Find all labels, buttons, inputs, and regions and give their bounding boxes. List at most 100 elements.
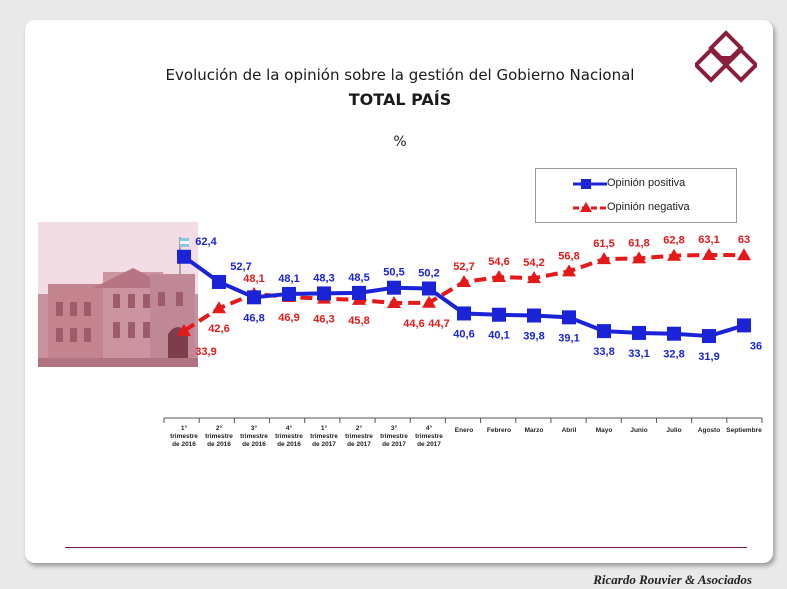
x-tick-label-line: Febrero — [487, 427, 511, 434]
point-negative — [422, 295, 436, 308]
x-tick-label: 2° trimestre de 2017 — [345, 424, 373, 448]
x-tick-label-line: de 2017 — [312, 441, 336, 448]
data-label-negative: 52,7 — [453, 261, 474, 273]
point-negative — [457, 274, 471, 287]
point-positive — [667, 326, 681, 341]
x-tick-label: Julio — [666, 427, 681, 434]
x-tick-label-line: Agosto — [698, 427, 720, 434]
point-negative — [737, 248, 751, 261]
point-positive — [422, 281, 436, 296]
point-positive — [317, 286, 331, 301]
x-tick-label-line: 3° — [391, 424, 398, 432]
point-negative — [387, 296, 401, 309]
legend-negative-marker-icon — [573, 202, 607, 212]
legend-negative-label: Opinión negativa — [607, 201, 690, 213]
x-tick-label: Junio — [630, 427, 647, 434]
credit-text: Ricardo Rouvier & Asociados — [593, 572, 752, 587]
legend-entry-positive: Opinión positiva — [536, 174, 736, 194]
rouvier-logo-icon — [695, 30, 757, 83]
x-tick-label: Septiembre — [726, 427, 762, 434]
data-label-negative: 54,6 — [488, 256, 509, 268]
unit-label: % — [393, 134, 407, 150]
x-tick-label: Mayo — [596, 427, 613, 434]
point-positive — [632, 325, 646, 340]
x-tick-label-line: Abril — [562, 427, 577, 434]
data-label-positive: 52,7 — [230, 261, 251, 273]
x-tick-label-line: de 2016 — [242, 441, 266, 448]
data-label-negative: 62,8 — [663, 235, 684, 247]
x-tick-label: 4° trimestre de 2017 — [415, 424, 443, 448]
point-negative — [562, 264, 576, 277]
x-tick-label-line: 1° — [321, 424, 328, 432]
x-tick-label-line: trimestre — [170, 433, 198, 440]
x-tick-label-line: trimestre — [380, 433, 408, 440]
data-label-positive: 40,6 — [453, 328, 474, 340]
x-tick-label-line: de 2017 — [347, 441, 371, 448]
x-tick-label-line: trimestre — [345, 433, 373, 440]
point-negative — [492, 270, 506, 283]
legend-entry-negative: Opinión negativa — [536, 198, 736, 218]
data-label-negative: 48,1 — [243, 273, 264, 285]
x-tick-label: 1° trimestre de 2016 — [170, 424, 198, 448]
data-label-positive: 50,2 — [418, 267, 439, 279]
x-tick-label: Abril — [562, 427, 577, 434]
point-positive — [492, 307, 506, 322]
data-label-positive: 40,1 — [488, 330, 509, 342]
x-tick-label-line: Mayo — [596, 427, 613, 434]
data-label-negative: 46,9 — [278, 312, 299, 324]
data-label-positive: 33,8 — [593, 346, 614, 358]
x-tick-label: Agosto — [698, 427, 720, 434]
data-label-positive: 39,1 — [558, 332, 579, 344]
data-label-positive: 36 — [750, 340, 762, 352]
point-negative — [667, 248, 681, 261]
data-label-positive: 46,8 — [243, 312, 264, 324]
x-tick-label-line: Enero — [455, 427, 473, 434]
x-tick-label: 2° trimestre de 2016 — [205, 424, 233, 448]
chart-title: Evolución de la opinión sobre la gestión… — [165, 66, 635, 84]
data-label-positive: 48,5 — [348, 272, 369, 284]
x-tick-label-line: 2° — [216, 424, 223, 432]
x-tick-label-line: de 2017 — [382, 441, 406, 448]
x-tick-label-line: de 2016 — [207, 441, 231, 448]
point-positive — [352, 285, 366, 300]
data-label-negative: 44,6 — [403, 318, 424, 330]
data-label-negative: 54,2 — [523, 257, 544, 269]
casa-rosada-photo — [38, 222, 198, 367]
point-negative — [527, 271, 541, 284]
x-tick-label-line: 3° — [251, 424, 258, 432]
point-negative — [632, 251, 646, 264]
x-tick-label-line: de 2016 — [172, 441, 196, 448]
data-label-negative: 63,1 — [698, 234, 719, 246]
x-tick-label: 1° trimestre de 2017 — [310, 424, 338, 448]
data-label-positive: 48,1 — [278, 273, 299, 285]
data-label-negative: 45,8 — [348, 315, 369, 327]
x-tick-label: 3° trimestre de 2017 — [380, 424, 408, 448]
point-positive — [177, 249, 191, 264]
x-tick-label-line: 4° — [426, 424, 433, 432]
x-tick-label: Marzo — [525, 427, 544, 434]
point-positive — [737, 318, 751, 333]
data-label-negative: 44,7 — [428, 318, 449, 330]
x-tick-label: Febrero — [487, 427, 511, 434]
data-label-positive: 32,8 — [663, 349, 684, 361]
point-positive — [597, 324, 611, 339]
point-positive — [247, 290, 261, 305]
point-positive — [527, 308, 541, 323]
point-positive — [282, 286, 296, 301]
x-tick-label: Enero — [455, 427, 473, 434]
point-negative — [597, 252, 611, 265]
x-tick-label-line: Marzo — [525, 427, 544, 434]
chart-legend: Opinión positiva Opinión negativa — [535, 168, 737, 223]
x-tick-label-line: trimestre — [240, 433, 268, 440]
data-label-negative: 46,3 — [313, 314, 334, 326]
legend-positive-marker-icon — [573, 179, 607, 189]
data-label-positive: 33,1 — [628, 348, 649, 360]
point-positive — [457, 306, 471, 321]
data-label-positive: 48,3 — [313, 272, 334, 284]
legend-positive-label: Opinión positiva — [607, 177, 686, 189]
data-label-negative: 61,5 — [593, 238, 614, 250]
x-tick-label-line: Julio — [666, 427, 681, 434]
x-tick-label: 3° trimestre de 2016 — [240, 424, 268, 448]
point-positive — [562, 310, 576, 325]
